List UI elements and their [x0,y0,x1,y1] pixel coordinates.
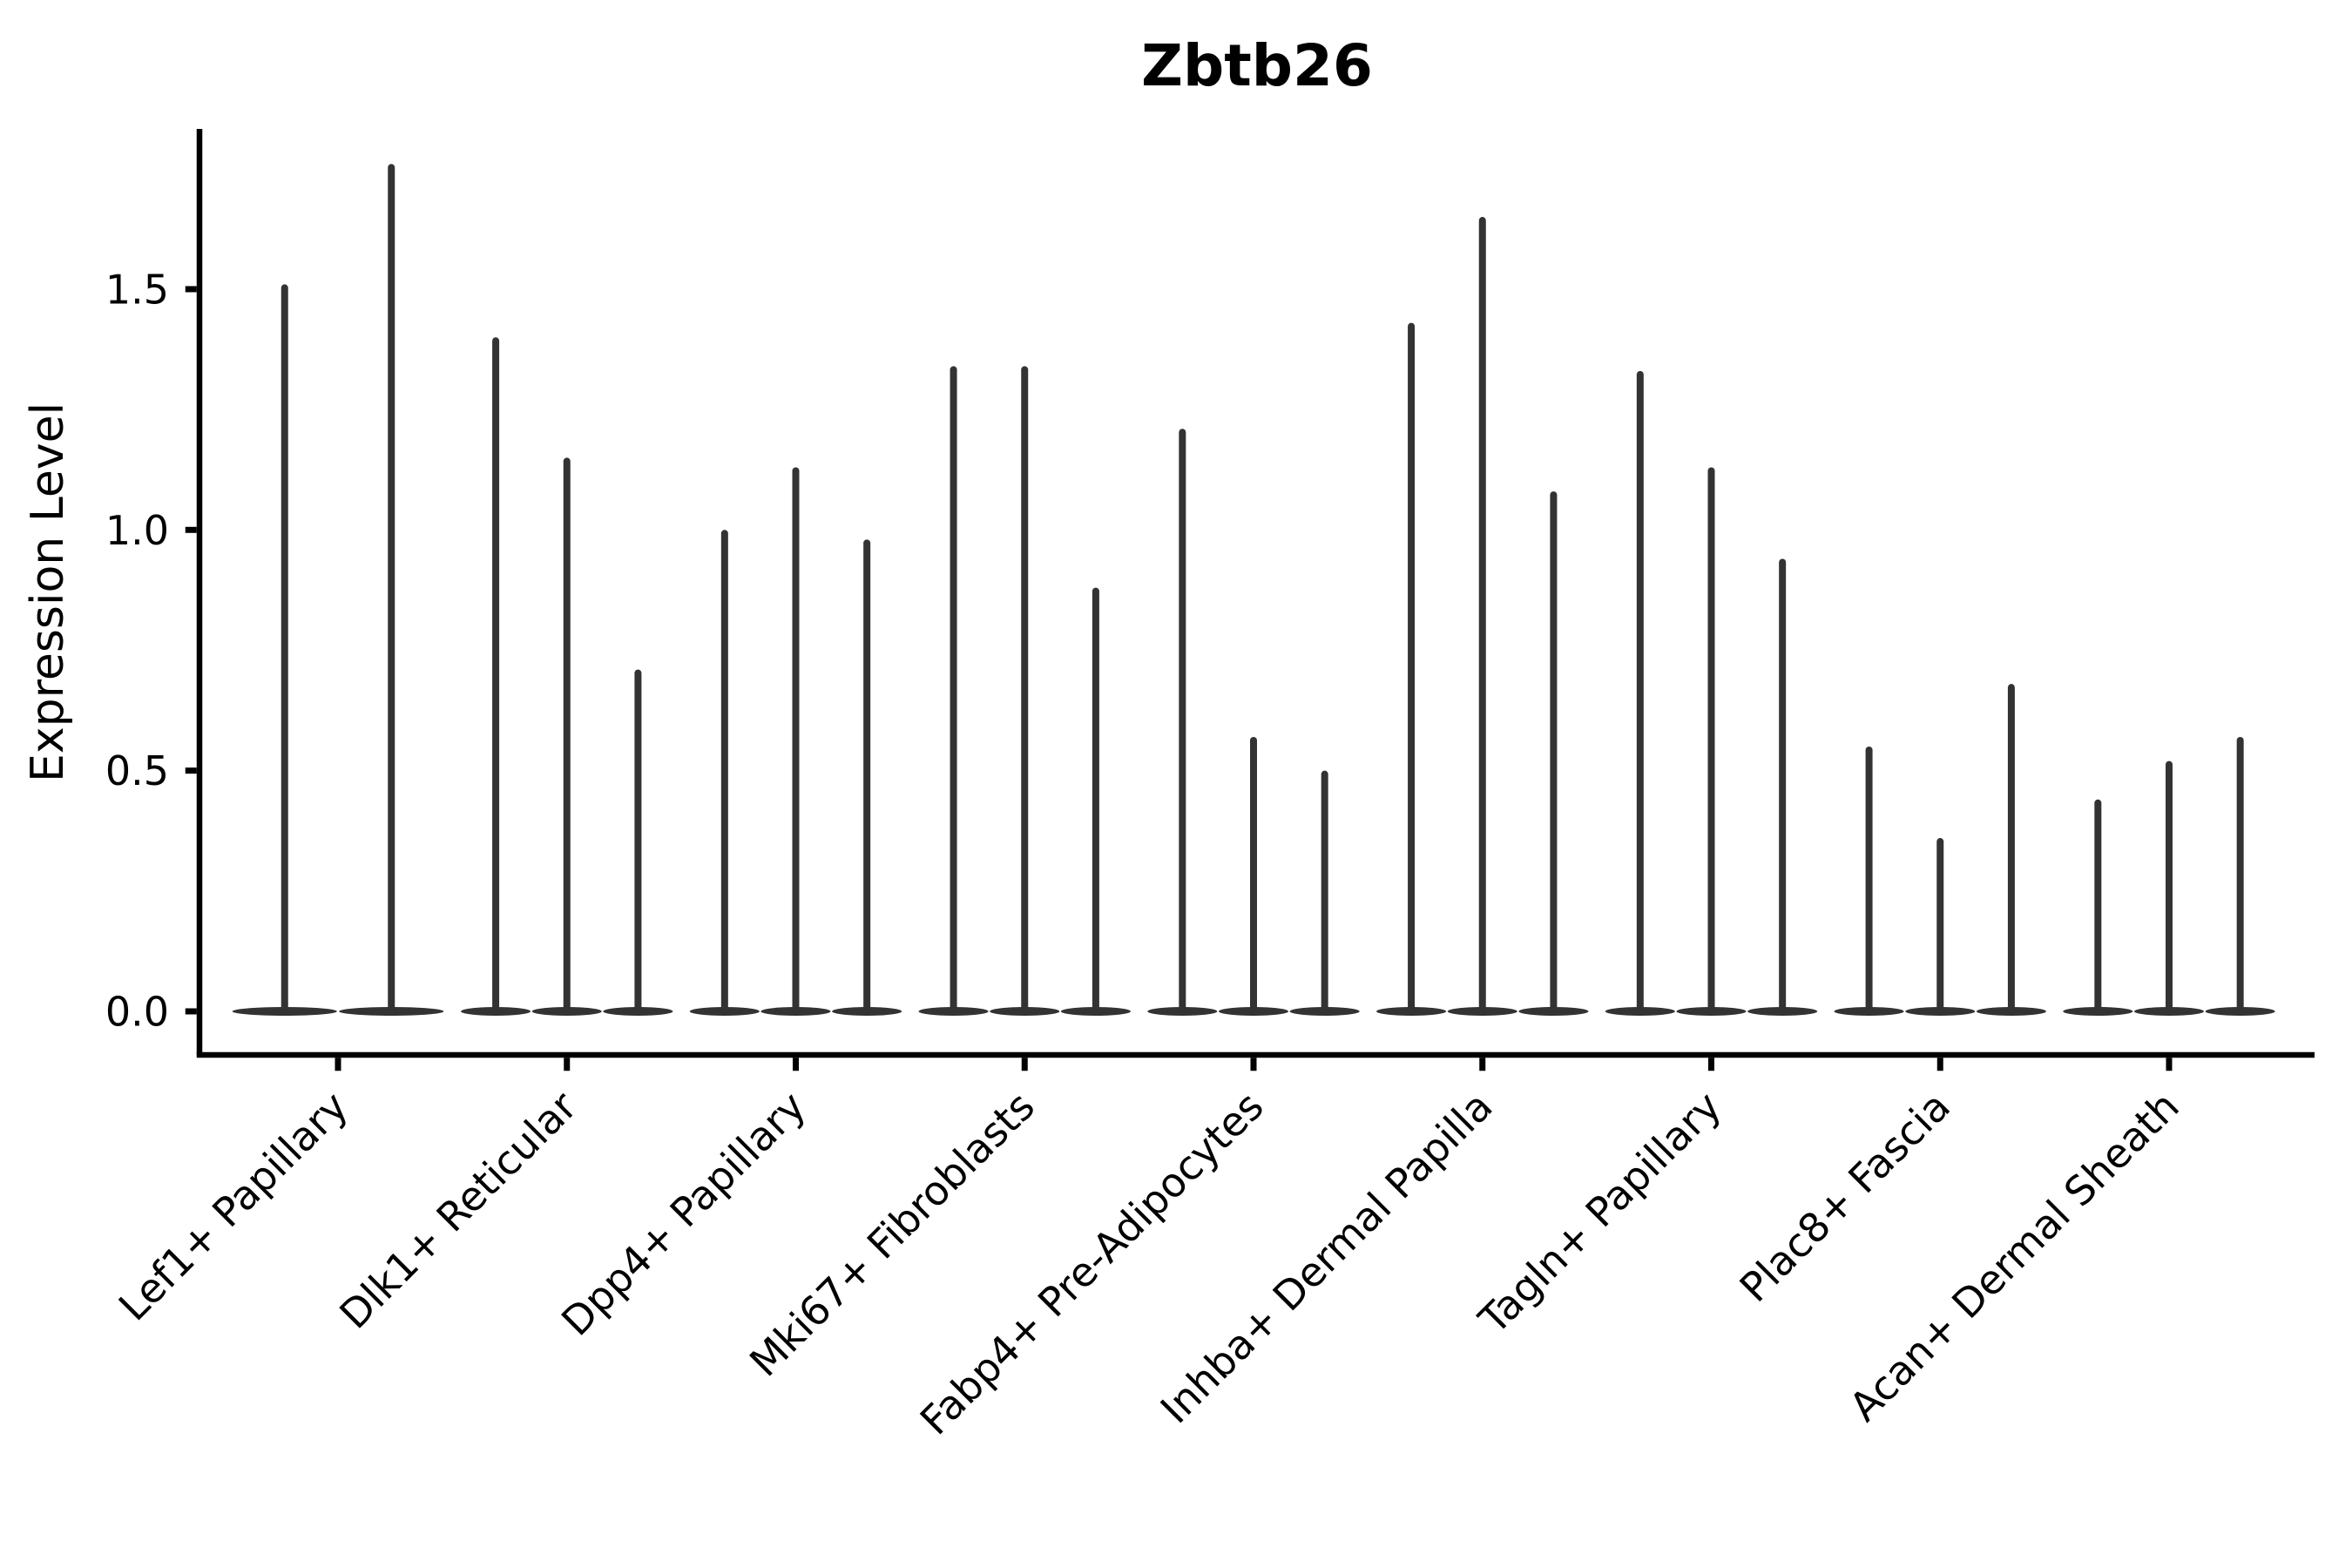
violin [1676,467,1747,1016]
violin [689,530,760,1016]
violin [603,669,673,1016]
violin [918,366,989,1016]
violin [2205,736,2275,1016]
x-tick-label: Plac8+ Fascia [1731,1083,1959,1311]
violin [339,164,444,1016]
violin [1447,217,1517,1016]
violin [1834,747,1904,1016]
violin [2133,760,2205,1016]
chart-title: Zbtb26 [1141,32,1373,99]
violin [1905,838,1976,1016]
x-tick-label: Dlk1+ Reticular [330,1083,585,1338]
y-tick-label: 1.5 [105,267,169,314]
violin [760,467,831,1016]
y-axis-label: Expression Level [22,402,74,782]
x-tick-label: Lef1+ Papillary [110,1083,357,1330]
y-tick-label: 0.5 [105,747,169,794]
violin [232,284,337,1016]
violin [1518,491,1589,1016]
violin-layer [232,164,2275,1016]
violin [990,366,1060,1016]
violin [1147,429,1218,1016]
violin [1289,770,1360,1016]
violin [1060,587,1131,1016]
violin [1376,322,1447,1016]
violin [2063,799,2133,1016]
x-tick-label: Tagln+ Papillary [1470,1083,1731,1344]
violin [461,337,531,1016]
violin [1605,370,1675,1016]
violin [1218,736,1289,1016]
violin [832,539,902,1016]
y-tick-label: 0.0 [105,989,169,1036]
violin [531,457,602,1016]
y-tick-label: 1.0 [105,507,169,554]
x-tick-label: Dpp4+ Papillary [552,1083,814,1345]
violin [1976,684,2046,1016]
violin [1747,558,1818,1016]
